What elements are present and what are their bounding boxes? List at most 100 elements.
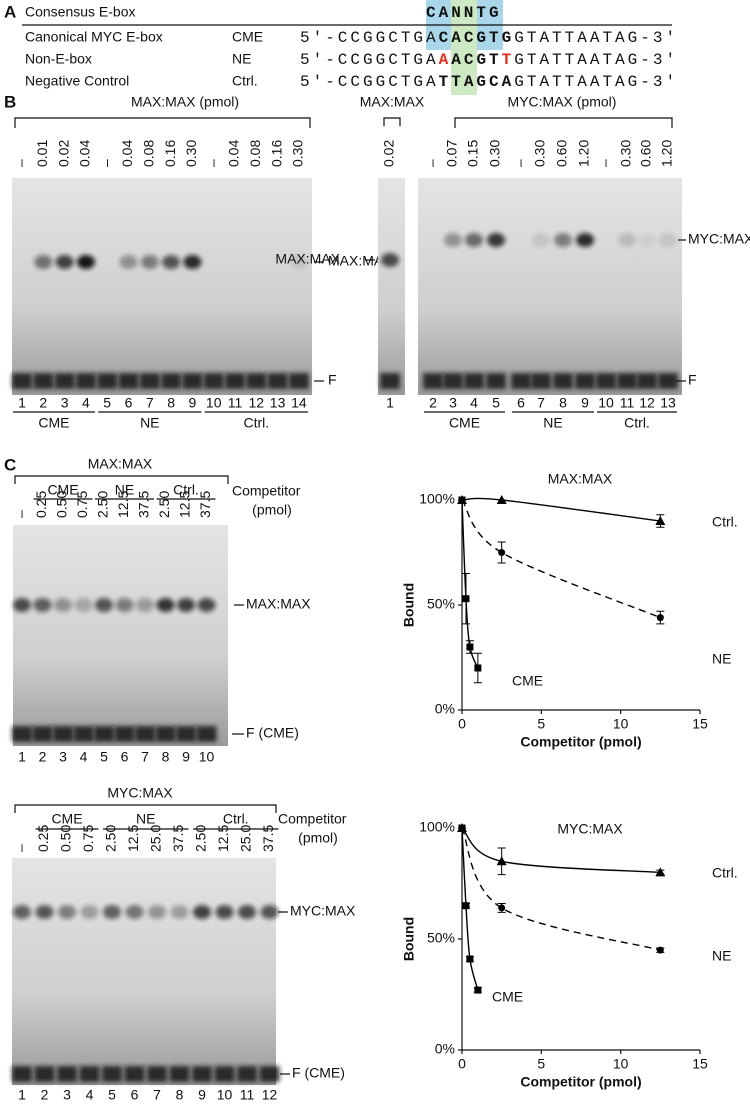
band-label: MAX:MAX <box>275 251 340 267</box>
marker <box>496 856 507 866</box>
lane-number: 10 <box>598 395 614 411</box>
free-probe <box>79 1066 100 1082</box>
free-probe <box>617 373 637 389</box>
marker <box>474 664 482 672</box>
concentration: – <box>512 159 528 167</box>
lane-number: 2 <box>39 395 47 411</box>
gel <box>418 178 682 395</box>
concentration: 0.02 <box>55 140 71 167</box>
band <box>103 905 121 919</box>
concentration: 0.60 <box>638 140 654 167</box>
series-label: Ctrl. <box>712 514 738 530</box>
sequence: 5′-CCGGCTGACACGTGGTATTAATAG-3′ <box>300 29 678 47</box>
concentration: – <box>13 510 29 518</box>
lane-number: 4 <box>82 395 90 411</box>
concentration: 0.75 <box>80 825 96 852</box>
band <box>618 233 636 247</box>
band <box>35 905 54 919</box>
concentration: 37.5 <box>170 825 186 852</box>
lane-number: 12 <box>249 395 265 411</box>
band <box>54 598 72 612</box>
panel-label: A <box>4 2 16 21</box>
free-probe <box>12 726 32 742</box>
lane-number: 7 <box>153 1087 161 1103</box>
gel <box>12 858 276 1085</box>
sequence-segment: A <box>439 51 452 69</box>
free-probe <box>94 726 114 742</box>
concentration: 0.15 <box>465 140 481 167</box>
band <box>659 233 677 247</box>
band <box>215 905 234 919</box>
band <box>34 255 53 269</box>
concentration: 2.50 <box>193 825 209 852</box>
free-probe <box>176 726 196 742</box>
concentration: 12.5 <box>115 491 131 518</box>
concentration: 0.25 <box>33 491 49 518</box>
concentration: 12.5 <box>125 825 141 852</box>
band <box>260 905 279 919</box>
sequence-segment: GTATTAATAG-3′ <box>514 51 678 69</box>
lane-number: 7 <box>537 395 545 411</box>
free-probe <box>12 373 32 389</box>
band <box>80 905 99 919</box>
row-name: Non-E-box <box>25 51 92 67</box>
concentration: 0.30 <box>618 140 634 167</box>
lane-number: 2 <box>429 395 437 411</box>
concentration: 37.5 <box>197 491 213 518</box>
marker <box>457 823 467 832</box>
lane-number: 4 <box>80 749 88 765</box>
concentration: 0.08 <box>247 140 263 167</box>
x-tick-label: 15 <box>692 716 708 732</box>
lane-number: 11 <box>228 395 243 411</box>
x-tick-label: 10 <box>613 1056 629 1072</box>
concentration: 0.07 <box>444 140 460 167</box>
free-probe <box>124 1066 145 1082</box>
free-probe <box>596 373 616 389</box>
fit-line <box>461 827 661 874</box>
marker <box>655 867 666 877</box>
lane-number: 11 <box>240 1087 255 1103</box>
y-tick-label: 100% <box>419 819 455 835</box>
band <box>532 233 550 247</box>
series-label: CME <box>512 673 543 689</box>
band <box>183 255 202 269</box>
lane-number: 1 <box>386 395 394 411</box>
lane-number: 10 <box>199 749 215 765</box>
lane-number: 4 <box>86 1087 94 1103</box>
x-axis-label: Competitor (pmol) <box>520 734 641 750</box>
concentration: 12.5 <box>215 825 231 852</box>
lane-number: 5 <box>100 749 108 765</box>
x-tick-label: 5 <box>537 1056 545 1072</box>
concentration: 0.16 <box>162 140 178 167</box>
concentration: 0.75 <box>74 491 90 518</box>
series-label: NE <box>712 948 731 964</box>
panel-label: C <box>4 455 16 474</box>
band <box>162 255 181 269</box>
concentration: 0.30 <box>183 140 199 167</box>
row-abbr: CME <box>232 29 263 45</box>
gel <box>13 525 228 746</box>
concentration: 0.04 <box>77 140 93 167</box>
band-label: MAX:MAX <box>328 253 393 269</box>
gel-title: MAX:MAX <box>88 456 153 472</box>
lane-number: 3 <box>449 395 457 411</box>
y-tick-label: 0% <box>435 701 455 717</box>
band-label: MYC:MAX <box>290 903 356 919</box>
free-probe <box>135 726 155 742</box>
competitor-label: (pmol) <box>298 830 338 846</box>
sequence-segment: CACGTG <box>439 29 515 47</box>
free-probe <box>246 373 267 389</box>
lane-number: 8 <box>162 749 170 765</box>
series-label: NE <box>712 651 731 667</box>
concentration: – <box>597 159 613 167</box>
concentration: 0.30 <box>290 140 306 167</box>
gel-title: MAX:MAX (pmol) <box>131 94 239 110</box>
marker <box>498 549 506 556</box>
sequence: 5′-CCGGCTGATTAGCAGTATTAATAG-3′ <box>300 73 678 91</box>
free-probe <box>54 373 75 389</box>
lane-number: 10 <box>206 395 222 411</box>
lane-number: 9 <box>189 395 197 411</box>
free-probe <box>33 373 54 389</box>
marker <box>656 946 664 954</box>
fit-line <box>461 827 661 951</box>
